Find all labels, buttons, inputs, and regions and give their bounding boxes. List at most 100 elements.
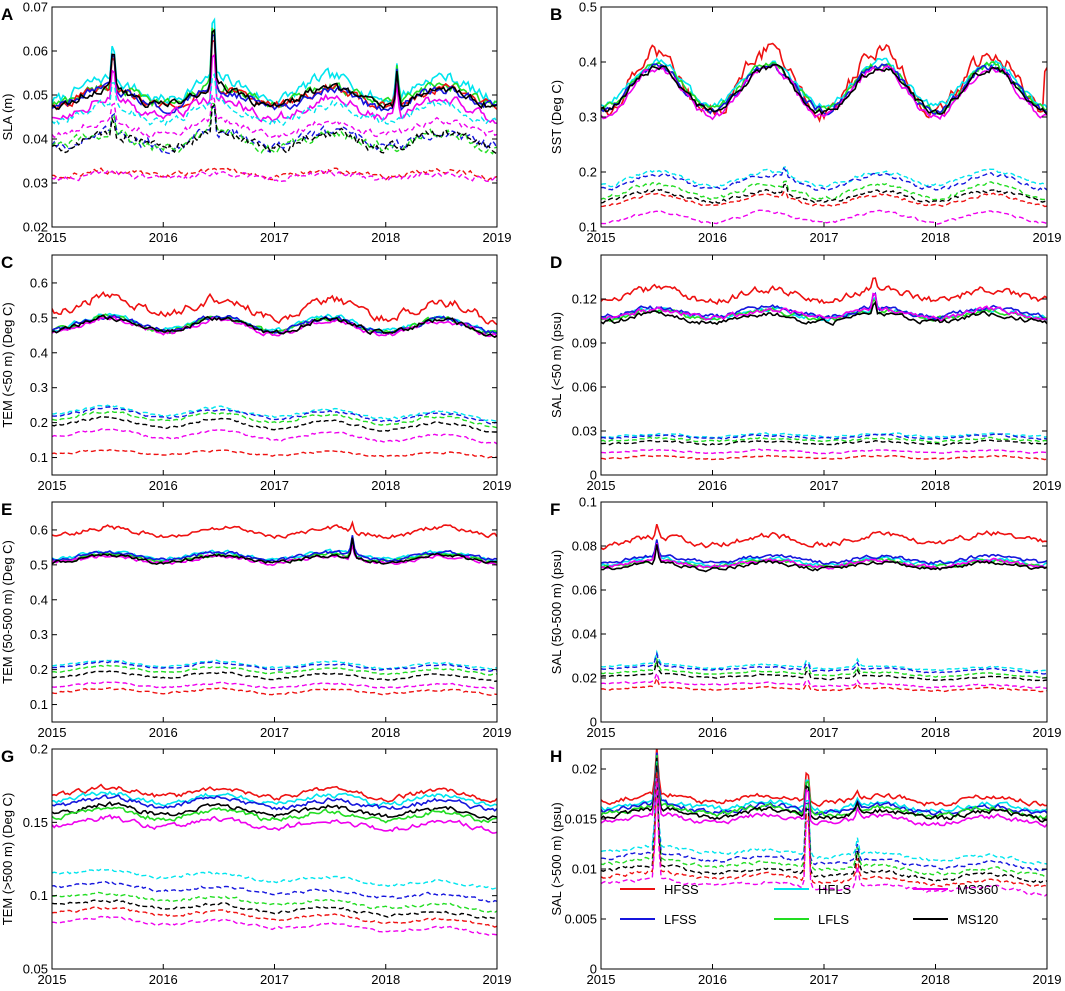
panel-letter: H <box>550 747 562 766</box>
x-tick-label: 2015 <box>38 478 67 493</box>
series-line-hfss-solid <box>601 42 1047 123</box>
y-axis-label: SLA (m) <box>0 94 15 141</box>
legend-item-ms120: MS120 <box>913 912 998 927</box>
x-tick-label: 2015 <box>587 725 616 740</box>
series-line-hfss-dashed <box>601 454 1047 461</box>
series-line-hfls-dashed <box>52 868 497 890</box>
series-line-lfss-dashed <box>52 880 497 903</box>
series-line-lfss-dashed <box>601 651 1047 675</box>
series-line-ms360-dashed <box>52 681 497 690</box>
legend-label: HFSS <box>664 882 699 897</box>
legend-label: MS360 <box>957 882 998 897</box>
legend-label: LFLS <box>818 912 849 927</box>
series-line-ms120-solid <box>52 801 497 821</box>
x-tick-label: 2018 <box>921 230 950 245</box>
y-tick-label: 0 <box>590 468 597 483</box>
x-tick-label: 2019 <box>483 230 512 245</box>
series-line-lfss-solid <box>52 794 497 812</box>
x-tick-label: 2015 <box>587 972 616 987</box>
series-line-hfss-dashed <box>52 167 497 182</box>
y-tick-label: 0 <box>590 962 597 977</box>
x-tick-label: 2019 <box>1033 478 1062 493</box>
legend-item-ms360: MS360 <box>913 882 998 897</box>
series-line-hfls-dashed <box>52 404 497 423</box>
y-tick-label: 0.5 <box>579 0 597 15</box>
panel-g: 0.05 0.1 0.15 0.2 2015 2016 2017 2018 2019 TEM (>… <box>0 742 511 988</box>
x-tick-label: 2017 <box>260 972 289 987</box>
y-axis-label: SAL (<50 m) (psu) <box>549 312 564 418</box>
series-line-hfls-dashed <box>52 659 497 670</box>
y-tick-label: 0.02 <box>572 762 597 777</box>
panel-letter: F <box>550 500 560 519</box>
y-tick-label: 0.6 <box>30 522 48 537</box>
x-tick-label: 2017 <box>810 725 839 740</box>
series-line-lfls-dashed <box>601 180 1047 201</box>
series-line-hfls-dashed <box>601 165 1047 189</box>
series-line-ms120-dashed <box>52 670 497 683</box>
series-line-ms360-solid <box>601 764 1047 828</box>
series-line-lfss-dashed <box>601 764 1047 872</box>
series-line-hfss-dashed <box>601 191 1047 208</box>
series-line-lfls-dashed <box>601 762 1047 878</box>
x-tick-label: 2019 <box>1033 972 1062 987</box>
x-tick-label: 2015 <box>38 230 67 245</box>
x-tick-label: 2016 <box>698 972 727 987</box>
panel-letter: G <box>1 747 14 766</box>
y-tick-label: 0.06 <box>572 583 597 598</box>
series-line-hfss-solid <box>52 520 497 540</box>
legend-item-lfls: LFLS <box>774 912 849 927</box>
x-tick-label: 2018 <box>921 972 950 987</box>
x-tick-label: 2018 <box>371 230 400 245</box>
series-line-ms360-dashed <box>52 168 497 183</box>
series-line-hfss-dashed <box>601 771 1047 888</box>
series-line-lfls-solid <box>52 806 497 824</box>
y-tick-label: 0.4 <box>30 345 48 360</box>
series-line-hfls-dashed <box>601 432 1047 439</box>
panel-letter: A <box>1 5 13 24</box>
panel-letter: D <box>550 253 562 272</box>
y-axis-label: TEM (50-500 m) (Deg C) <box>0 540 15 684</box>
series-line-hfls-solid <box>52 790 497 807</box>
y-tick-label: 0.01 <box>572 862 597 877</box>
series-line-hfss-solid <box>601 277 1047 306</box>
x-tick-label: 2019 <box>1033 725 1062 740</box>
x-tick-label: 2016 <box>149 972 178 987</box>
y-tick-label: 0.5 <box>30 557 48 572</box>
series-line-ms360-dashed <box>601 209 1047 225</box>
x-tick-label: 2019 <box>1033 230 1062 245</box>
series-line-ms360-solid <box>52 814 497 834</box>
series-group <box>52 291 497 459</box>
x-tick-label: 2017 <box>260 478 289 493</box>
y-tick-label: 0.2 <box>30 742 48 757</box>
series-group <box>52 17 497 183</box>
series-group <box>601 749 1047 897</box>
plot-frame <box>51 6 498 228</box>
plot-frame <box>51 501 498 723</box>
series-line-ms360-dashed <box>601 448 1047 455</box>
legend-item-hfls: HFLS <box>774 882 852 897</box>
series-line-lfls-dashed <box>52 891 497 913</box>
x-tick-label: 2015 <box>38 725 67 740</box>
series-line-ms360-dashed <box>52 915 497 936</box>
series-line-ms360-solid <box>52 53 497 125</box>
y-tick-label: 0.02 <box>23 220 48 235</box>
legend-label: LFSS <box>664 912 697 927</box>
y-tick-label: 0.5 <box>30 310 48 325</box>
y-tick-label: 0.03 <box>23 176 48 191</box>
y-tick-label: 0.04 <box>572 627 597 642</box>
legend-label: MS120 <box>957 912 998 927</box>
y-tick-label: 0.06 <box>572 380 597 395</box>
x-tick-label: 2019 <box>483 725 512 740</box>
series-line-hfss-solid <box>601 749 1047 807</box>
y-tick-label: 0.1 <box>30 450 48 465</box>
series-line-hfss-solid <box>52 291 497 326</box>
x-tick-label: 2017 <box>810 230 839 245</box>
series-line-ms120-dashed <box>601 659 1047 682</box>
series-line-ms120-solid <box>601 64 1047 116</box>
panel-letter: B <box>550 5 562 24</box>
series-line-ms120-dashed <box>601 765 1047 884</box>
series-group <box>52 783 497 936</box>
plot-frame <box>600 501 1048 723</box>
series-line-lfls-solid <box>601 755 1047 820</box>
x-tick-label: 2017 <box>260 725 289 740</box>
